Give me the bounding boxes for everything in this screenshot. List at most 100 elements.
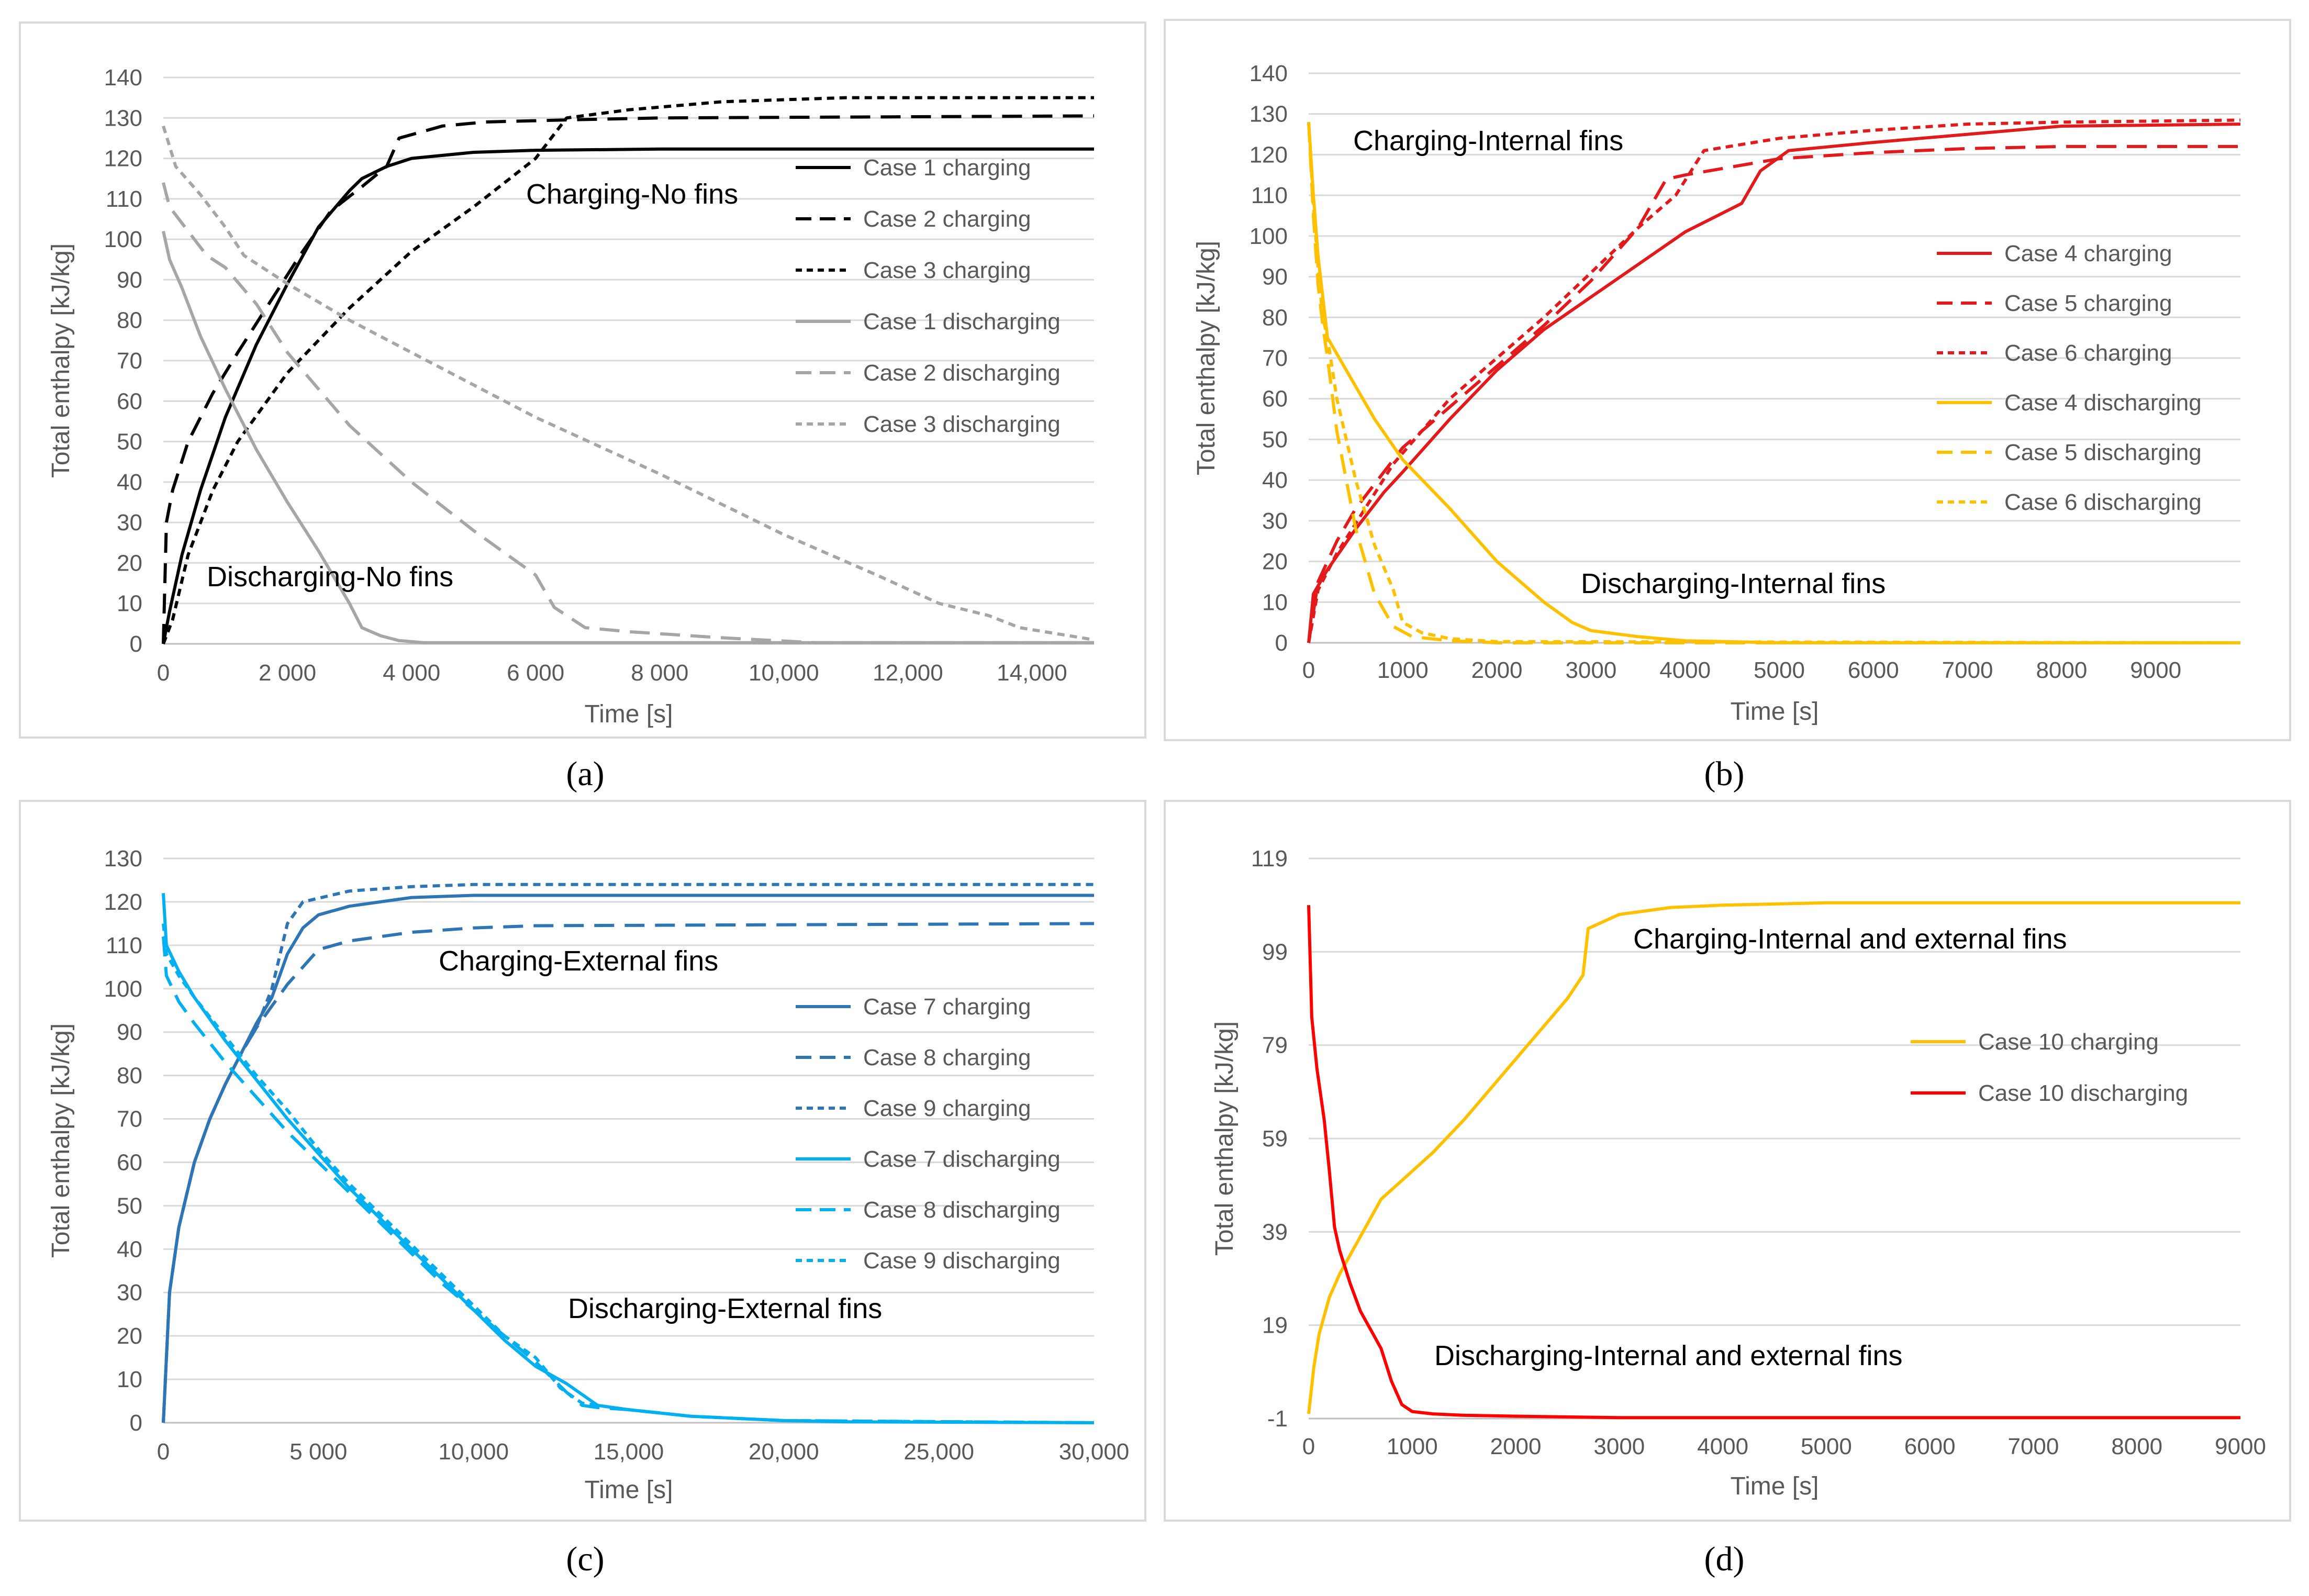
chart-annotation: Charging-Internal and external fins (1633, 923, 2067, 955)
chart-panel-b: 0 10 20 30 40 50 60 70 80 90 100 110 120 130 140 0 1000 2… (1164, 19, 2291, 793)
panel-label-d: (d) (1704, 1540, 1745, 1578)
x-tick-label: 1000 (1377, 657, 1429, 683)
chart-annotation: Discharging-Internal and external fins (1434, 1340, 1902, 1371)
y-tick-label: 100 (104, 976, 142, 1002)
legend-label: Case 9 discharging (863, 1248, 1061, 1274)
y-tick-label: 10 (1262, 589, 1288, 615)
series-line (162, 923, 1095, 1424)
x-tick-label: 2000 (1471, 657, 1523, 683)
y-tick-label: 90 (117, 1020, 142, 1045)
x-tick-label: 7000 (1942, 657, 1993, 683)
y-tick-label: 0 (130, 1410, 142, 1436)
y-tick-label: 70 (117, 1107, 142, 1132)
x-tick-label: 2 000 (259, 660, 316, 686)
series-line (1307, 122, 2240, 644)
series-line (1307, 122, 2241, 644)
chart-annotation: Charging-No fins (526, 178, 738, 210)
y-tick-label: 140 (104, 65, 142, 91)
y-tick-label: 130 (104, 846, 142, 872)
series-line (1307, 122, 2240, 644)
series-group (162, 96, 1095, 645)
y-tick-label: 60 (117, 388, 142, 414)
x-tick-label: 0 (157, 660, 170, 686)
x-tick-label: 6000 (1904, 1434, 1956, 1459)
x-axis-title: Time [s] (1731, 698, 1819, 726)
legend: Case 1 charging Case 2 charging Case 3 cha… (796, 155, 1061, 437)
x-axis-title: Time [s] (1731, 1472, 1819, 1500)
y-tick-label: 70 (1262, 345, 1288, 371)
legend-label: Case 5 charging (2004, 291, 2172, 316)
x-tick-label: 5000 (1801, 1434, 1852, 1459)
y-tick-label: 60 (117, 1149, 142, 1175)
panel-label-a: (a) (566, 755, 604, 793)
x-tick-label: 6 000 (507, 660, 564, 686)
series-line (162, 147, 1094, 644)
x-tick-label: 8000 (2036, 657, 2087, 683)
x-tick-label: 8000 (2111, 1434, 2162, 1459)
y-tick-label: 120 (1250, 142, 1288, 168)
series-line (162, 114, 1095, 644)
y-tick-label: 110 (106, 933, 142, 958)
y-tick-label: 20 (117, 1323, 142, 1349)
y-tick-label: 110 (1251, 183, 1288, 208)
legend-label: Case 3 discharging (863, 411, 1061, 437)
y-tick-label: 70 (117, 348, 142, 374)
y-tick-label: 130 (1250, 102, 1288, 127)
x-tick-label: 10,000 (749, 660, 819, 686)
x-tick-label: 4000 (1697, 1434, 1748, 1459)
y-tick-label: 119 (1251, 846, 1288, 872)
chart-panel-a: 0 10 20 30 40 50 60 70 80 90 100 110 120 130 140 0 2 000… (19, 21, 1146, 793)
legend-label: Case 8 charging (863, 1045, 1031, 1070)
x-tick-label: 9000 (2215, 1434, 2266, 1459)
axes: 0 10 20 30 40 50 60 70 80 90 100 110 120 130 140 0 2 000… (47, 65, 1094, 728)
x-axis-title: Time [s] (585, 1476, 673, 1504)
y-tick-label: 10 (117, 1367, 142, 1392)
y-tick-label: 80 (117, 1063, 142, 1089)
y-axis-title: Total enthalpy [kJ/kg] (1211, 1021, 1239, 1256)
chart-panel-c: 0 10 20 30 40 50 60 70 80 90 100 110 120 130 0 5 000 10,… (19, 800, 1146, 1578)
series-line (162, 182, 1094, 644)
y-tick-label: 19 (1262, 1313, 1288, 1338)
y-tick-label: 100 (1250, 224, 1288, 249)
chart-panel-d: -1 19 39 59 79 99 119 0 1000 2000 3000 4000 5000 6000… (1164, 800, 2291, 1578)
panel-label-b: (b) (1704, 755, 1745, 793)
x-tick-label: 15,000 (594, 1439, 664, 1465)
y-tick-label: 80 (1262, 305, 1288, 330)
y-tick-label: 140 (1250, 61, 1288, 86)
legend-label: Case 6 discharging (2004, 489, 2202, 515)
y-tick-label: 79 (1262, 1033, 1288, 1058)
y-tick-label: 30 (1262, 508, 1288, 534)
y-axis-title: Total enthalpy [kJ/kg] (47, 1023, 75, 1258)
series-group (1307, 118, 2241, 644)
grid-lines (1309, 72, 2240, 644)
y-tick-label: 60 (1262, 386, 1288, 412)
y-tick-label: 30 (117, 1280, 142, 1305)
y-tick-label: 50 (1262, 427, 1288, 452)
x-tick-label: 0 (1302, 1434, 1315, 1459)
x-tick-label: 7000 (2007, 1434, 2059, 1459)
x-tick-label: 9000 (2130, 657, 2181, 683)
x-tick-label: 10,000 (438, 1439, 509, 1465)
y-tick-label: 50 (117, 429, 142, 455)
x-tick-label: 3000 (1593, 1434, 1645, 1459)
x-tick-label: 3000 (1565, 657, 1616, 683)
grid-lines (163, 857, 1094, 1424)
series-line (162, 96, 1094, 645)
series-line (1307, 118, 2241, 643)
legend-label: Case 2 charging (863, 206, 1031, 232)
legend-label: Case 10 discharging (1978, 1080, 2188, 1106)
y-tick-label: 20 (117, 550, 142, 576)
x-tick-label: 12,000 (873, 660, 943, 686)
legend-label: Case 7 discharging (863, 1146, 1061, 1172)
y-tick-label: 110 (106, 186, 142, 212)
legend: Case 7 charging Case 8 charging Case 9 cha… (796, 994, 1061, 1274)
legend-label: Case 2 discharging (863, 360, 1061, 386)
x-tick-label: 14,000 (997, 660, 1067, 686)
y-tick-label: 50 (117, 1193, 142, 1219)
y-tick-label: 40 (117, 470, 142, 495)
y-tick-label: 120 (104, 146, 142, 172)
series-line (162, 883, 1094, 1423)
x-tick-label: 8 000 (631, 660, 688, 686)
series-line (1307, 905, 2240, 1420)
y-tick-label: 100 (104, 227, 142, 252)
